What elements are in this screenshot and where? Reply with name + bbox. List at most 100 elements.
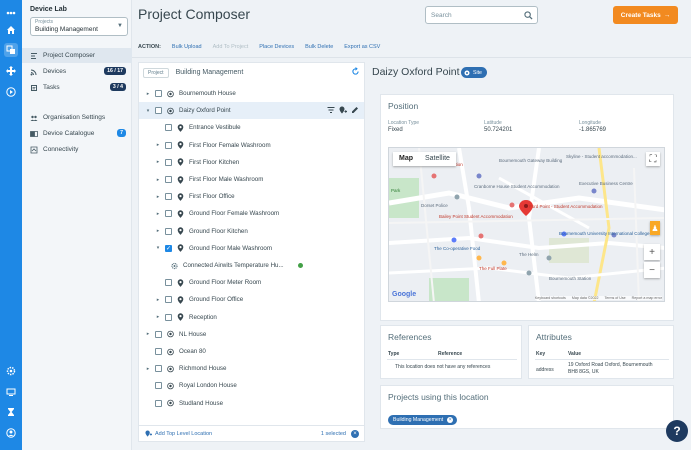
zoom-in-button[interactable]: + xyxy=(644,244,660,260)
add-to-project-button[interactable]: Add To Project xyxy=(212,43,249,50)
row-checkbox[interactable] xyxy=(165,210,172,218)
nav-organisation-settings[interactable]: Organisation Settings xyxy=(22,110,132,125)
collapse-icon[interactable]: ▾ xyxy=(156,245,160,252)
expand-icon[interactable]: ▸ xyxy=(156,314,160,321)
search-icon[interactable] xyxy=(524,11,533,20)
location-pin-icon xyxy=(177,141,184,149)
tree-row[interactable]: Ocean 80 xyxy=(139,343,364,360)
fullscreen-icon[interactable]: ⛶ xyxy=(646,152,660,166)
create-tasks-button[interactable]: Create Tasks → xyxy=(613,6,678,24)
tree-row[interactable]: ▸ First Floor Kitchen xyxy=(139,154,364,171)
tree-row[interactable]: ▸ Ground Floor Kitchen xyxy=(139,223,364,240)
play-icon[interactable] xyxy=(4,85,18,99)
app-logo-icon[interactable] xyxy=(4,6,18,20)
tree-row[interactable]: ▾ Daizy Oxford Point xyxy=(139,102,364,120)
row-checkbox[interactable] xyxy=(165,227,172,235)
tree-row[interactable]: ▸ Richmond House xyxy=(139,360,364,377)
help-button[interactable]: ? xyxy=(666,420,688,442)
report-error-link[interactable]: Report a map error xyxy=(631,296,662,300)
tree-row[interactable]: Royal London House xyxy=(139,377,364,394)
devices-icon[interactable] xyxy=(4,385,18,399)
nav-tasks[interactable]: Tasks 3 / 4 xyxy=(22,80,132,95)
home-icon[interactable] xyxy=(4,23,18,37)
zoom-out-button[interactable]: − xyxy=(644,262,660,278)
location-map[interactable]: Skyline - Student accommodation... Bourn… xyxy=(388,147,665,302)
expand-icon[interactable]: ▸ xyxy=(146,90,150,97)
expand-icon[interactable]: ▸ xyxy=(146,365,150,372)
pegman-icon[interactable]: ♟ xyxy=(650,221,660,235)
nav-project-composer[interactable]: Project Composer xyxy=(22,48,132,63)
expand-icon[interactable]: ▸ xyxy=(156,228,160,235)
row-checkbox[interactable] xyxy=(165,193,172,201)
export-csv-button[interactable]: Export as CSV xyxy=(344,43,381,50)
tree-row[interactable]: ▸ First Floor Female Washroom xyxy=(139,137,364,154)
bulk-upload-button[interactable]: Bulk Upload xyxy=(171,43,202,50)
place-devices-button[interactable]: Place Devices xyxy=(259,43,295,50)
filter-icon[interactable] xyxy=(327,106,335,114)
row-checkbox[interactable] xyxy=(165,158,172,166)
remove-project-icon[interactable]: × xyxy=(447,417,454,423)
site-type-chip[interactable]: Site xyxy=(461,67,487,78)
tree-row[interactable]: ▸ Ground Floor Female Washroom xyxy=(139,205,364,222)
tree-row[interactable]: ▸ First Floor Office xyxy=(139,188,364,205)
terms-link[interactable]: Terms of Use xyxy=(604,296,626,300)
map-tab[interactable]: Map xyxy=(399,155,413,162)
expand-icon[interactable]: ▸ xyxy=(146,331,150,338)
expand-icon[interactable]: ▸ xyxy=(156,176,160,183)
tree-row[interactable]: ▾ ✓ Ground Floor Male Washroom xyxy=(139,240,364,257)
refresh-icon[interactable] xyxy=(351,67,360,76)
keyboard-shortcuts-link[interactable]: Keyboard shortcuts xyxy=(534,296,566,300)
row-checkbox[interactable] xyxy=(155,382,162,390)
nav-device-catalogue[interactable]: Device Catalogue 7 xyxy=(22,126,132,141)
row-checkbox[interactable] xyxy=(155,348,162,355)
expand-icon[interactable]: ▸ xyxy=(156,210,160,217)
row-checkbox[interactable] xyxy=(165,313,172,321)
tree-row[interactable]: ▸ Ground Floor Office xyxy=(139,291,364,308)
expand-icon[interactable]: ▸ xyxy=(156,159,160,166)
project-select[interactable]: Projects Building Management ▼ xyxy=(30,17,128,36)
row-checkbox[interactable] xyxy=(165,296,172,304)
tree-row[interactable]: Studland House xyxy=(139,395,364,412)
expand-icon[interactable]: ▸ xyxy=(156,296,160,303)
move-icon[interactable] xyxy=(4,64,18,78)
row-checkbox[interactable] xyxy=(155,90,162,97)
composer-icon[interactable] xyxy=(4,43,18,57)
bulk-delete-button[interactable]: Bulk Delete xyxy=(305,43,334,50)
tree-row[interactable]: ▸ Bournemouth House xyxy=(139,85,364,102)
add-location-icon[interactable] xyxy=(339,106,347,114)
row-checkbox[interactable] xyxy=(165,141,172,149)
row-checkbox[interactable] xyxy=(155,330,162,338)
project-chip-building-management[interactable]: Building Management × xyxy=(388,415,458,425)
tree-row[interactable]: ▸ First Floor Male Washroom xyxy=(139,171,364,188)
tree-row[interactable]: Entrance Vestibule xyxy=(139,119,364,136)
map-label: Skyline - Student accommodation... xyxy=(566,154,637,159)
edit-icon[interactable] xyxy=(351,106,359,114)
collapse-icon[interactable]: ▾ xyxy=(146,107,150,114)
nav-devices[interactable]: Devices 16 / 17 xyxy=(22,64,132,79)
hourglass-icon[interactable] xyxy=(4,405,18,419)
expand-icon[interactable]: ▸ xyxy=(156,142,160,149)
map-type-tabs: Map Satellite xyxy=(393,152,456,166)
row-checkbox[interactable] xyxy=(155,399,162,407)
search-input[interactable]: Search xyxy=(425,6,538,24)
row-checkbox[interactable] xyxy=(165,279,172,287)
tree-row[interactable]: Connected Airwits Temperature Hu... xyxy=(139,257,364,274)
row-checkbox[interactable] xyxy=(165,124,172,132)
expand-icon[interactable]: ▸ xyxy=(156,193,160,200)
nav-label: Connectivity xyxy=(43,146,79,153)
clear-selection-icon[interactable]: × xyxy=(351,429,359,438)
add-top-level-button[interactable]: Add Top Level Location xyxy=(145,430,212,437)
nav-connectivity[interactable]: Connectivity xyxy=(22,142,132,157)
tree-row[interactable]: ▸ Reception xyxy=(139,309,364,326)
row-checkbox[interactable] xyxy=(155,365,162,373)
settings-icon[interactable] xyxy=(4,364,18,378)
tree-row[interactable]: Ground Floor Meter Room xyxy=(139,274,364,291)
tree-header: Project Building Management xyxy=(143,67,243,78)
satellite-tab[interactable]: Satellite xyxy=(425,155,450,162)
tree-row[interactable]: ▸ NL House xyxy=(139,326,364,343)
account-icon[interactable] xyxy=(4,426,18,440)
row-checkbox[interactable] xyxy=(165,176,172,183)
tree-row-label: First Floor Female Washroom xyxy=(189,141,271,149)
row-checkbox[interactable] xyxy=(155,107,162,115)
row-checkbox[interactable]: ✓ xyxy=(165,244,172,252)
